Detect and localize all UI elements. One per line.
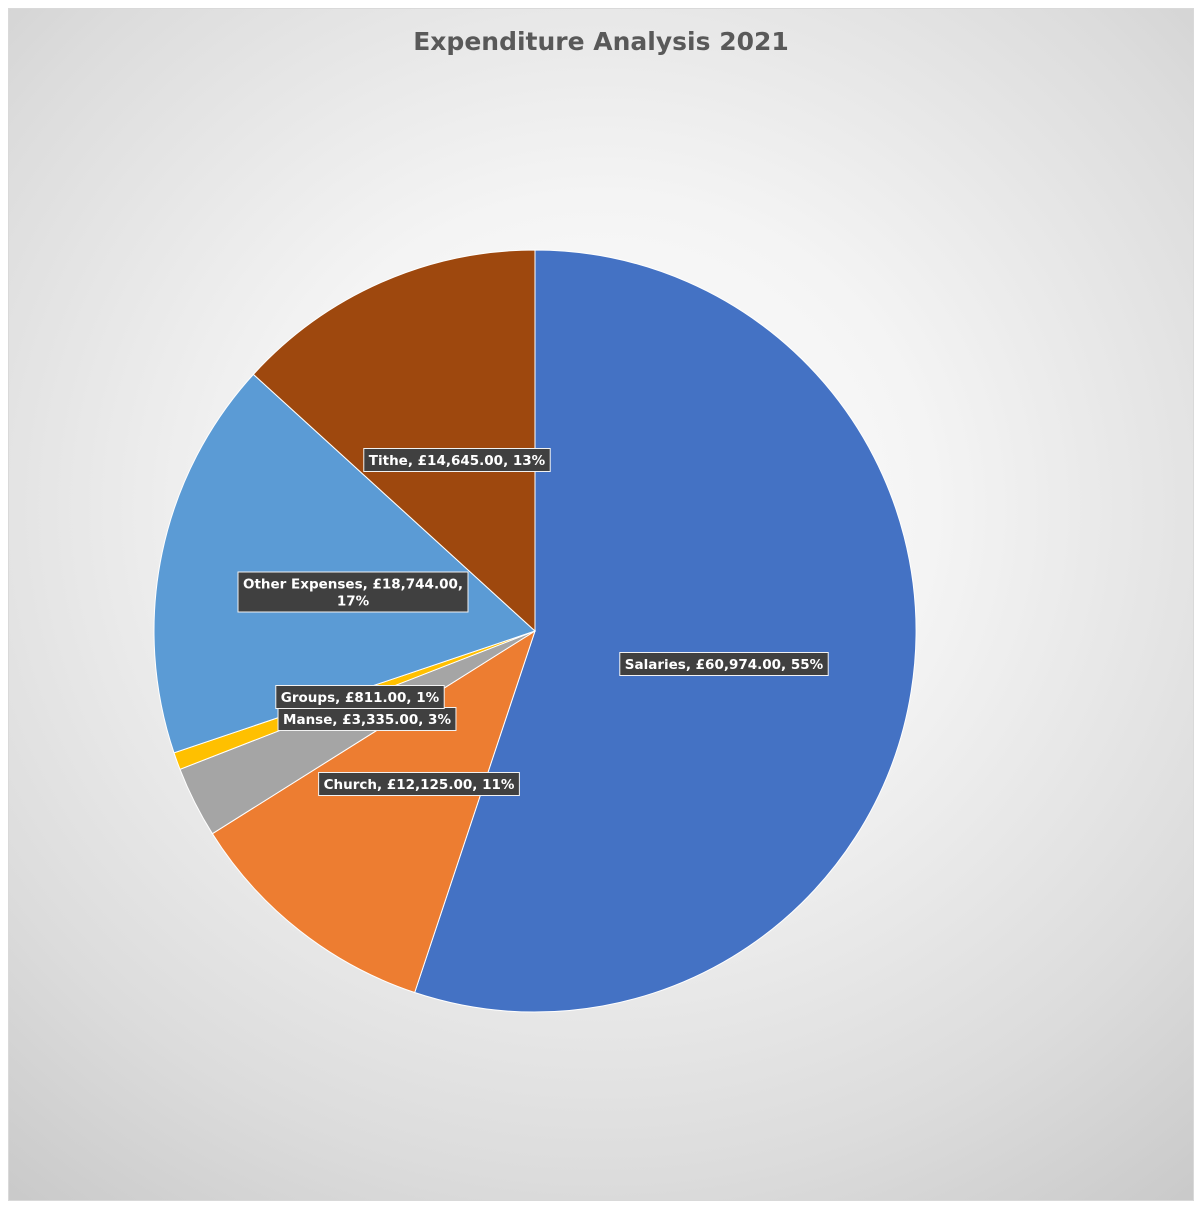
data-label-text: Manse, £3,335.00, 3% — [283, 712, 451, 728]
data-label-box — [363, 448, 551, 472]
data-label-text: Other Expenses, £18,744.00, — [243, 576, 463, 592]
data-label-text: Tithe, £14,645.00, 13% — [369, 453, 546, 469]
chart-area: Expenditure Analysis 2021 Salaries, £60,… — [8, 8, 1194, 1201]
data-label-box — [619, 652, 829, 676]
data-label-manse: Manse, £3,335.00, 3% — [277, 707, 457, 731]
data-label-text: Salaries, £60,974.00, 55% — [625, 657, 824, 673]
pie-slice-tithe — [252, 249, 536, 633]
data-label-church: Church, £12,125.00, 11% — [318, 772, 520, 796]
data-label-text: Groups, £811.00, 1% — [281, 690, 440, 706]
data-label-groups: Groups, £811.00, 1% — [275, 685, 445, 709]
data-label-other-expenses: Other Expenses, £18,744.00,17% — [237, 571, 469, 613]
data-label-box — [237, 571, 469, 613]
data-label-box — [275, 685, 445, 709]
pie-slice-salaries — [414, 249, 917, 1013]
pie-chart: Salaries, £60,974.00, 55% Church, £12,125… — [153, 249, 917, 1013]
data-label-box — [318, 772, 520, 796]
chart-title: Expenditure Analysis 2021 — [413, 27, 789, 56]
data-label-salaries: Salaries, £60,974.00, 55% — [619, 652, 829, 676]
data-label-tithe: Tithe, £14,645.00, 13% — [363, 448, 551, 472]
data-label-text: 17% — [337, 593, 370, 609]
data-label-text: Church, £12,125.00, 11% — [324, 777, 515, 793]
pie-slice-other-expenses — [153, 373, 536, 754]
